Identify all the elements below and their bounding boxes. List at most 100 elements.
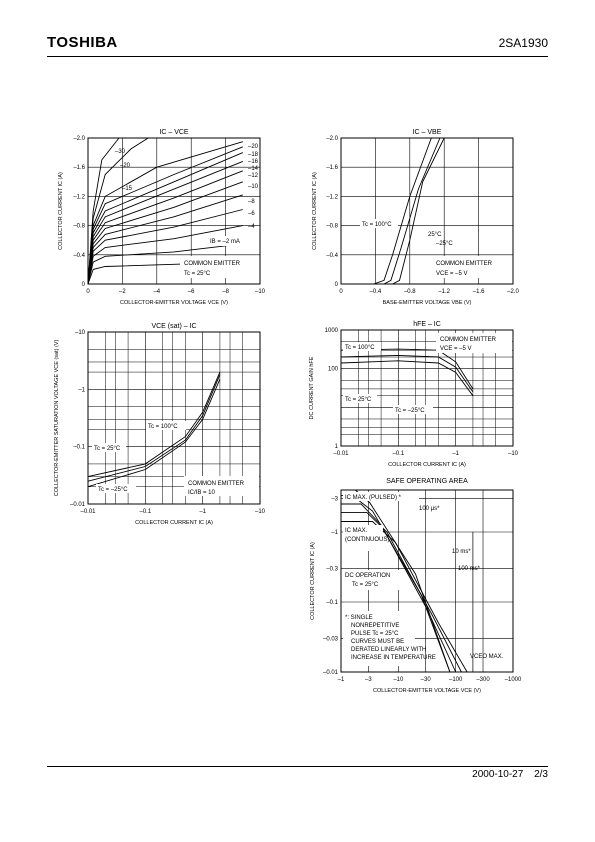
plot-frame [340, 329, 514, 447]
x-tick-label: –10 [508, 451, 519, 457]
annotation-label: Tc = 25°C [184, 271, 211, 277]
annotation-box [343, 525, 383, 551]
hfe-curve [340, 360, 474, 396]
x-tick-label: 0 [86, 289, 90, 295]
x-tick-label: –1000 [505, 677, 522, 683]
y-axis-label: DC CURRENT GAIN hFE [309, 356, 315, 419]
annotation-box [180, 256, 259, 278]
y-tick-label: –1 [331, 530, 338, 536]
soa-limit-line [341, 511, 462, 673]
x-tick-label: –0.01 [333, 451, 349, 457]
vcesat-curve [87, 371, 221, 478]
annotation-label: IC/IB = 10 [188, 490, 216, 496]
annotation-label: –6 [248, 211, 255, 217]
vcesat-curve [87, 379, 221, 488]
y-tick-label: –3 [331, 497, 338, 503]
annotation-label: –25°C [436, 241, 453, 247]
y-axis-label: COLLECTOR CURRENT IC (A) [58, 172, 64, 250]
annotation-label: IB = –2 mA [210, 239, 240, 245]
y-tick-label: 0 [82, 282, 86, 288]
annotation-label: 25°C [428, 232, 442, 238]
ic-vce-curve [87, 225, 243, 285]
annotation-label: Tc = 25°C [345, 397, 372, 403]
x-tick-label: –0.8 [404, 289, 416, 295]
annotation-label: –8 [248, 199, 255, 205]
x-tick-label: –0.4 [370, 289, 382, 295]
y-tick-label: –0.3 [326, 567, 338, 573]
annotation-label: –4 [248, 224, 255, 230]
annotation-label: VCE = –5 V [436, 271, 468, 277]
x-tick-label: –0.01 [80, 509, 96, 515]
ic-vce-curve [87, 137, 120, 285]
annotation-label: INCREASE IN TEMPERATURE [351, 655, 436, 661]
chart-title: SAFE OPERATING AREA [386, 478, 468, 485]
annotation-box [343, 492, 419, 501]
x-axis-label: COLLECTOR CURRENT IC (A) [388, 462, 466, 468]
x-tick-label: –2.0 [507, 289, 519, 295]
annotation-label: –18 [248, 152, 259, 158]
plot-frame [87, 137, 261, 285]
x-axis-label: BASE-EMITTER VOLTAGE VBE (V) [383, 300, 472, 306]
annotation-label: –12 [248, 173, 259, 179]
y-tick-label: –0.8 [326, 224, 338, 230]
annotation-label: IC MAX. [345, 528, 368, 534]
y-tick-label: –0.01 [323, 670, 339, 676]
annotation-label: –15 [122, 186, 133, 192]
y-tick-label: –0.8 [73, 224, 85, 230]
x-tick-label: –0.1 [139, 509, 151, 515]
annotation-box [184, 476, 259, 496]
ic-vbe-curve [392, 137, 445, 285]
annotation-label: 100 ms* [458, 566, 481, 572]
annotation-label: NONREPETITIVE [351, 623, 399, 629]
x-tick-label: –30 [421, 677, 432, 683]
part-number: 2SA1930 [498, 36, 548, 50]
annotation-label: Tc = 25°C [94, 446, 121, 452]
y-tick-label: –0.03 [323, 637, 339, 643]
x-tick-label: –2 [119, 289, 126, 295]
y-axis-label: COLLECTOR CURRENT IC (A) [310, 542, 316, 620]
annotation-box [96, 484, 136, 493]
annotation-label: Tc = –25°C [98, 487, 128, 493]
x-tick-label: –4 [153, 289, 160, 295]
annotation-label: –20 [248, 144, 259, 150]
annotation-label: Tc = –25°C [395, 408, 425, 414]
ic-vce-curve [87, 243, 243, 285]
y-axis-label: COLLECTOR-EMITTER SATURATION VOLTAGE VCE… [54, 340, 60, 497]
y-tick-label: –1.2 [326, 194, 338, 200]
annotation-box [146, 421, 186, 430]
annotation-label: *: SINGLE [345, 615, 373, 621]
annotation-box [343, 611, 415, 666]
y-tick-label: –0.1 [73, 445, 85, 451]
y-tick-label: 1 [335, 444, 339, 450]
y-tick-label: –2.0 [326, 136, 338, 142]
x-axis-label: COLLECTOR-EMITTER VOLTAGE VCE (V) [373, 688, 481, 694]
y-tick-label: –0.01 [70, 502, 86, 508]
annotation-label: Tc = 100°C [362, 222, 392, 228]
annotation-box [343, 570, 403, 590]
header-rule [47, 56, 548, 57]
annotation-label: VCE = –5 V [440, 346, 472, 352]
footer-rule [47, 766, 548, 767]
y-tick-label: 100 [328, 367, 339, 373]
x-tick-label: –10 [255, 289, 266, 295]
annotation-box [343, 342, 381, 351]
annotation-label: –30 [115, 149, 126, 155]
x-tick-label: –8 [222, 289, 229, 295]
footer-page: 2/3 [534, 769, 548, 780]
soa-limit-line [341, 521, 468, 673]
annotation-label: COMMON EMITTER [184, 261, 241, 267]
footer-date: 2000-10-27 [472, 769, 524, 780]
annotation-box [432, 256, 512, 278]
y-tick-label: –2.0 [73, 136, 85, 142]
y-tick-label: 0 [335, 282, 339, 288]
annotation-label: Tc = 100°C [148, 424, 178, 430]
annotation-label: –16 [248, 159, 259, 165]
chart-ic-vce: IC – VCE COLLECTOR-EMITTER VOLTAGE VCE (V… [58, 129, 266, 306]
annotation-label: COMMON EMITTER [188, 481, 245, 487]
ic-vbe-curve [383, 137, 441, 285]
annotation-label: 100 μs* [419, 506, 440, 512]
annotation-label: –20 [120, 163, 131, 169]
annotation-box [393, 405, 433, 414]
x-tick-label: –10 [255, 509, 266, 515]
